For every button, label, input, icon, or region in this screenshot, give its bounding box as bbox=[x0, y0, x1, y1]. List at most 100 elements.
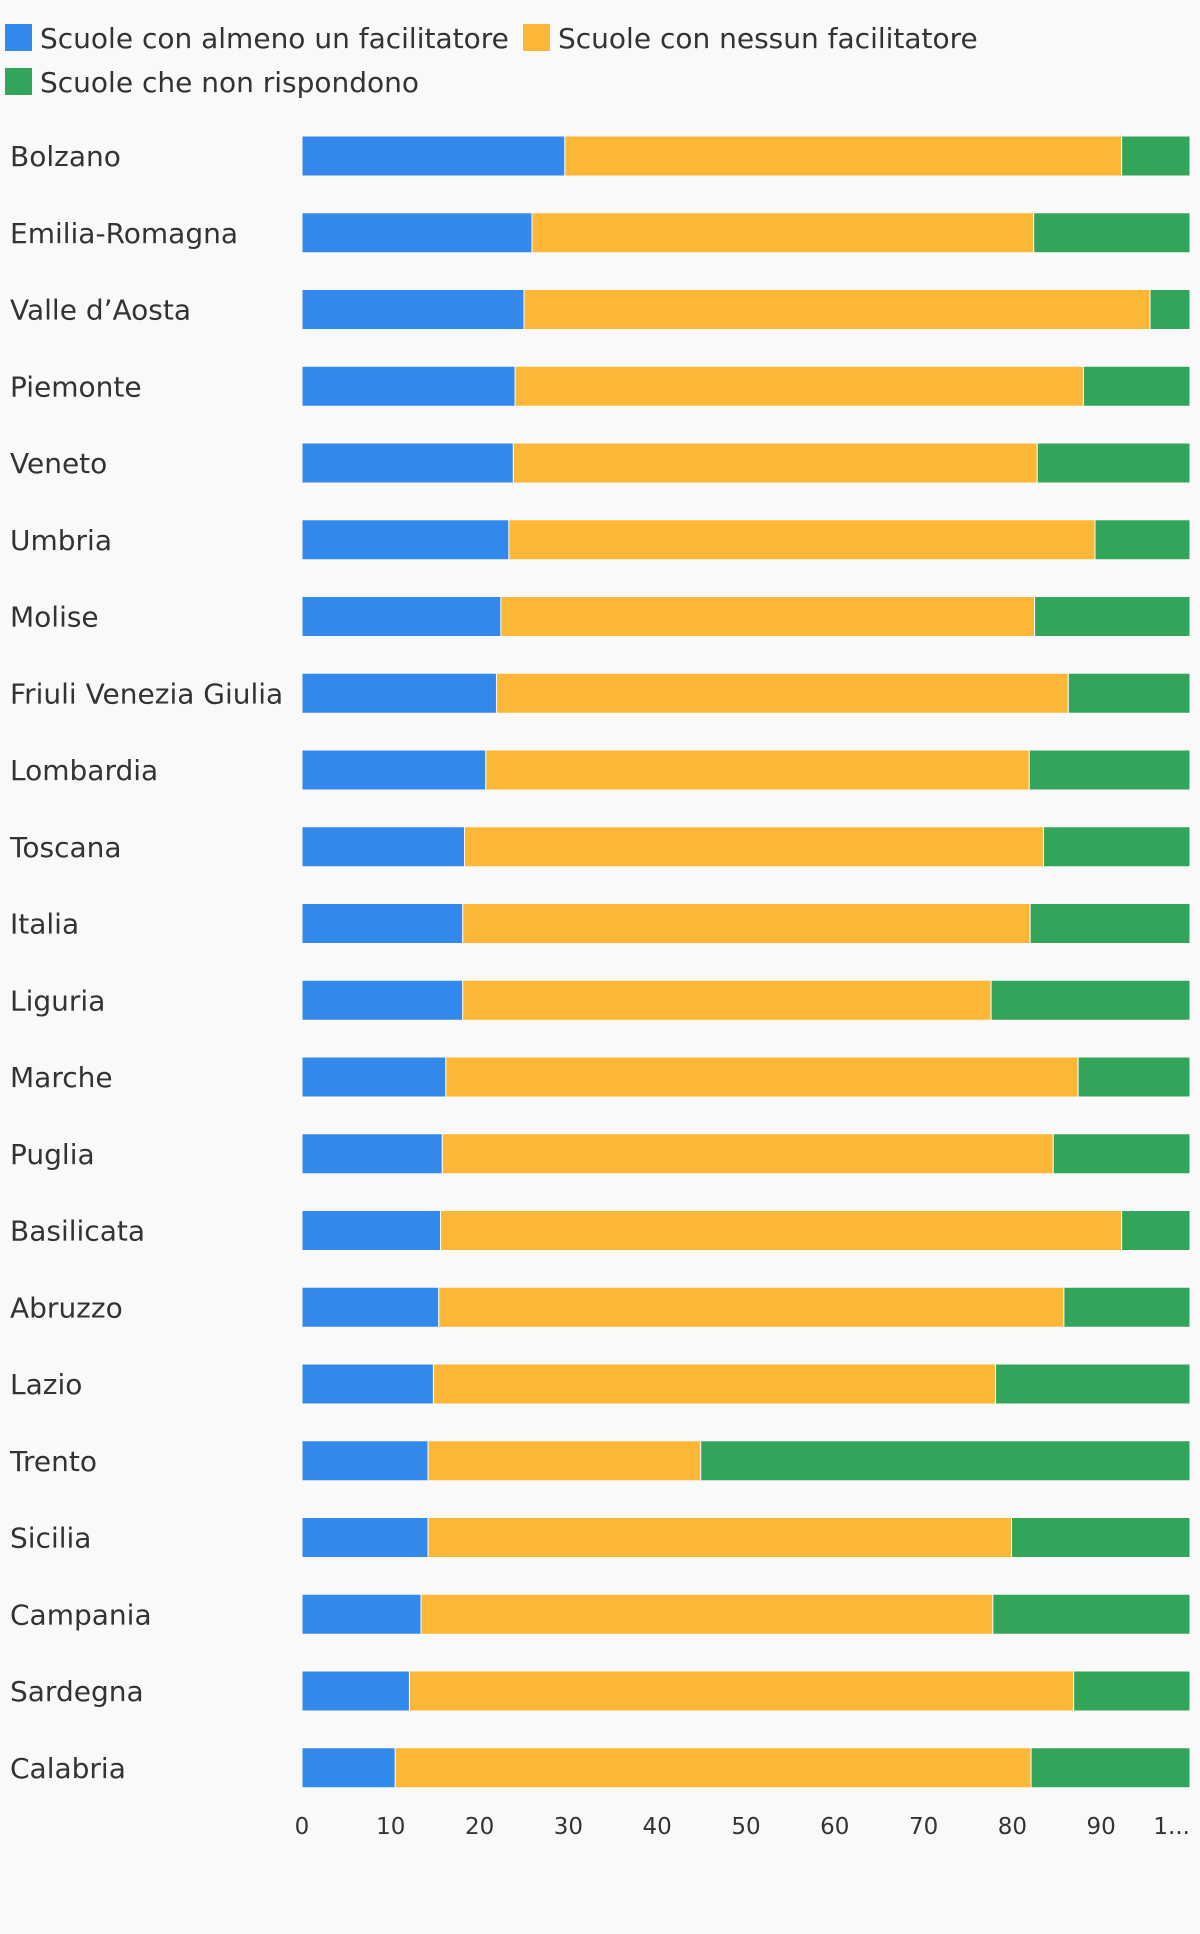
category-label: Veneto bbox=[10, 447, 107, 480]
category-label: Molise bbox=[10, 601, 99, 634]
x-tick-label: 80 bbox=[998, 1814, 1027, 1840]
bar-segment-series-2 bbox=[394, 1747, 1032, 1789]
bar-segment-series-3 bbox=[700, 1440, 1191, 1482]
bar-segment-series-1 bbox=[301, 1593, 422, 1635]
bar-segment-series-3 bbox=[1042, 826, 1191, 868]
bar-segment-series-3 bbox=[1033, 212, 1191, 254]
bar-segment-series-3 bbox=[1077, 1056, 1191, 1098]
x-axis: 0 10 20 30 40 50 60 70 80 90 1... bbox=[295, 1814, 1190, 1840]
category-label: Campania bbox=[10, 1598, 152, 1631]
bar-segment-series-3 bbox=[1073, 1670, 1191, 1712]
bar-segment-series-3 bbox=[1029, 903, 1191, 944]
category-label: Sicilia bbox=[10, 1522, 91, 1555]
category-labels: Bolzano Emilia-Romagna Valle d’Aosta Piemon… bbox=[9, 140, 283, 1785]
x-tick-label: 1... bbox=[1153, 1814, 1190, 1840]
category-label: Valle d’Aosta bbox=[10, 294, 191, 327]
x-tick-label: 90 bbox=[1087, 1814, 1116, 1840]
bar-segment-series-1 bbox=[301, 979, 464, 1021]
x-tick-label: 70 bbox=[909, 1814, 938, 1840]
bar-segment-series-1 bbox=[301, 903, 464, 944]
legend-label-2: Scuole con nessun facilitatore bbox=[558, 22, 978, 55]
bar-segment-series-3 bbox=[1063, 1286, 1191, 1328]
x-tick-label: 0 bbox=[295, 1814, 310, 1840]
x-tick-label: 20 bbox=[465, 1814, 494, 1840]
bar-segment-series-2 bbox=[438, 1286, 1065, 1328]
x-tick-label: 10 bbox=[376, 1814, 405, 1840]
bar-segment-series-1 bbox=[301, 1747, 396, 1789]
category-label: Italia bbox=[10, 908, 79, 941]
bar-segment-series-2 bbox=[440, 1210, 1123, 1251]
bar-area bbox=[301, 135, 1191, 1789]
category-label: Bolzano bbox=[10, 140, 121, 173]
category-label: Lazio bbox=[10, 1368, 82, 1401]
category-label: Lombardia bbox=[10, 754, 158, 787]
x-tick-label: 30 bbox=[554, 1814, 583, 1840]
bar-segment-series-2 bbox=[464, 826, 1044, 868]
bar-segment-series-2 bbox=[432, 1363, 997, 1405]
bar-segment-series-3 bbox=[1034, 596, 1191, 637]
bar-segment-series-3 bbox=[1121, 1210, 1191, 1251]
x-tick-label: 50 bbox=[731, 1814, 760, 1840]
bar-segment-series-1 bbox=[301, 135, 566, 177]
bar-segment-series-3 bbox=[1028, 749, 1191, 791]
bar-segment-series-3 bbox=[1052, 1133, 1191, 1175]
bar-segment-series-3 bbox=[1011, 1517, 1191, 1558]
category-label: Abruzzo bbox=[10, 1291, 123, 1324]
category-label: Liguria bbox=[10, 984, 105, 1017]
bar-segment-series-2 bbox=[564, 135, 1123, 177]
bar-segment-series-2 bbox=[427, 1440, 702, 1482]
bar-segment-series-3 bbox=[992, 1593, 1191, 1635]
bar-segment-series-1 bbox=[301, 672, 497, 714]
category-label: Piemonte bbox=[10, 370, 142, 403]
bar-segment-series-1 bbox=[301, 596, 502, 637]
legend-swatch-1 bbox=[5, 24, 32, 51]
bar-segment-series-1 bbox=[301, 212, 533, 254]
bar-segment-series-3 bbox=[1082, 365, 1191, 407]
bar-segment-series-2 bbox=[485, 749, 1030, 791]
bar-segment-series-2 bbox=[427, 1517, 1013, 1558]
legend-label-3: Scuole che non rispondono bbox=[40, 66, 419, 99]
category-label: Umbria bbox=[10, 524, 112, 557]
bar-segment-series-3 bbox=[1030, 1747, 1191, 1789]
category-label: Toscana bbox=[9, 831, 122, 864]
bar-segment-series-3 bbox=[1121, 135, 1191, 177]
bar-segment-series-2 bbox=[462, 903, 1031, 944]
bar-segment-series-3 bbox=[1036, 442, 1191, 484]
bar-segment-series-1 bbox=[301, 442, 514, 484]
bar-segment-series-2 bbox=[408, 1670, 1075, 1712]
bar-segment-series-2 bbox=[531, 212, 1035, 254]
bar-segment-series-1 bbox=[301, 519, 510, 561]
bar-segment-series-2 bbox=[441, 1133, 1054, 1175]
category-label: Trento bbox=[9, 1445, 97, 1478]
bar-segment-series-2 bbox=[445, 1056, 1079, 1098]
bar-segment-series-1 bbox=[301, 1210, 442, 1251]
category-label: Sardegna bbox=[10, 1675, 144, 1708]
bar-segment-series-1 bbox=[301, 1517, 429, 1558]
bar-segment-series-1 bbox=[301, 1363, 434, 1405]
bar-segment-series-1 bbox=[301, 289, 525, 330]
category-label: Calabria bbox=[10, 1752, 126, 1785]
legend-swatch-2 bbox=[523, 24, 550, 51]
x-tick-label: 60 bbox=[820, 1814, 849, 1840]
chart-legend: Scuole con almeno un facilitatore Scuole … bbox=[5, 22, 978, 99]
bar-segment-series-2 bbox=[500, 596, 1036, 637]
bar-segment-series-2 bbox=[512, 442, 1038, 484]
bar-segment-series-1 bbox=[301, 1440, 429, 1482]
bar-segment-series-3 bbox=[1094, 519, 1191, 561]
bar-segment-series-1 bbox=[301, 1286, 440, 1328]
bar-segment-series-2 bbox=[420, 1593, 994, 1635]
category-label: Puglia bbox=[10, 1138, 95, 1171]
bar-segment-series-1 bbox=[301, 1133, 443, 1175]
bar-segment-series-2 bbox=[514, 365, 1084, 407]
bar-segment-series-3 bbox=[1149, 289, 1191, 330]
category-label: Basilicata bbox=[10, 1215, 145, 1248]
bar-segment-series-1 bbox=[301, 826, 466, 868]
bar-segment-series-3 bbox=[1067, 672, 1191, 714]
bar-segment-series-3 bbox=[995, 1363, 1191, 1405]
bar-segment-series-2 bbox=[508, 519, 1096, 561]
bar-segment-series-1 bbox=[301, 1056, 447, 1098]
x-tick-label: 40 bbox=[643, 1814, 672, 1840]
legend-swatch-3 bbox=[5, 68, 32, 95]
bar-segment-series-2 bbox=[523, 289, 1151, 330]
